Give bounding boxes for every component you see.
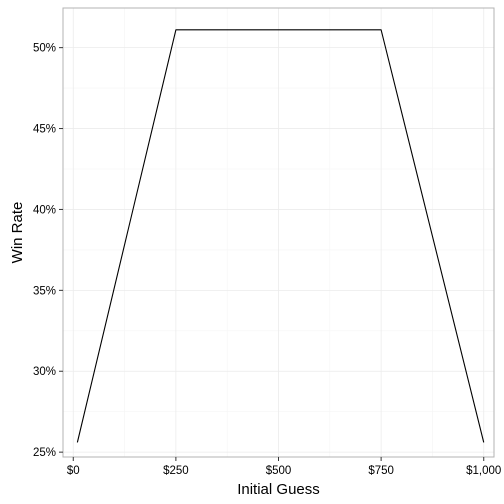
- x-tick-label: $500: [266, 465, 292, 477]
- x-tick-label: $750: [368, 465, 394, 477]
- y-tick-label: 25%: [33, 447, 56, 459]
- y-tick-label: 45%: [33, 124, 56, 136]
- y-tick-label: 35%: [33, 285, 56, 297]
- x-tick-label: $0: [67, 465, 80, 477]
- y-axis-title: Win Rate: [9, 202, 26, 264]
- major-grid: [63, 8, 494, 457]
- y-axis-ticks: 25% 30% 35% 40% 45% 50%: [33, 43, 63, 459]
- x-tick-label: $1,000: [466, 465, 501, 477]
- x-tick-label: $250: [163, 465, 189, 477]
- y-tick-label: 30%: [33, 366, 56, 378]
- series-line-0: [76, 29, 485, 443]
- series-layer: [76, 29, 485, 443]
- y-tick-label: 50%: [33, 43, 56, 55]
- x-axis-title: Initial Guess: [237, 481, 320, 498]
- x-axis-ticks: $0 $250 $500 $750 $1,000: [67, 457, 501, 477]
- y-tick-label: 40%: [33, 204, 56, 216]
